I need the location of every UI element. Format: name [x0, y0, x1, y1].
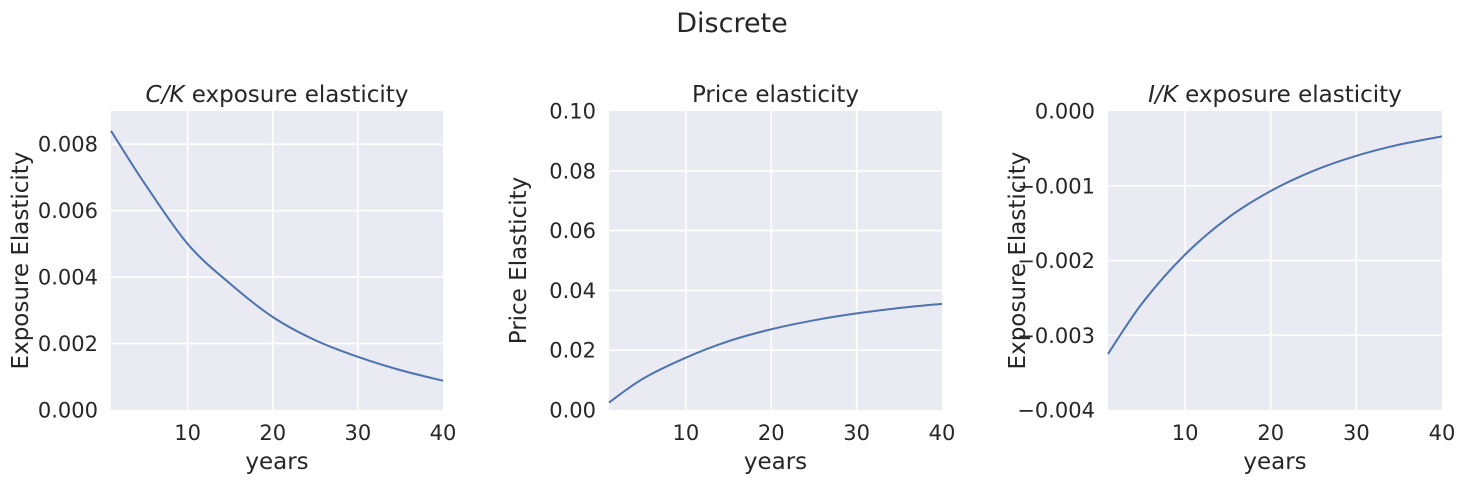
x-tick-label: 10 — [672, 421, 699, 445]
x-tick-label: 10 — [174, 421, 201, 445]
y-tick-label: 0.00 — [549, 399, 596, 423]
y-tick-label: 0.02 — [549, 339, 596, 363]
plot-area — [111, 111, 443, 410]
y-tick-label: 0.006 — [38, 199, 98, 223]
chart-panel-price-elasticity: 10 20 30 40 0.00 0.02 0.04 0.06 0.08 0.10 years Pri… — [506, 82, 955, 475]
y-axis-label: Exposure Elasticity — [8, 152, 34, 370]
y-axis-label: Price Elasticity — [506, 177, 532, 345]
y-tick-label: 0.000 — [1035, 100, 1095, 124]
chart-title: C/K exposure elasticity — [146, 82, 409, 108]
x-tick-label: 30 — [843, 421, 870, 445]
y-tick-label: 0.10 — [549, 100, 596, 124]
series-line — [1107, 135, 1443, 355]
chart-title-text: Price elasticity — [692, 82, 859, 108]
x-tick-label: 30 — [1343, 421, 1370, 445]
y-axis-label: Exposure Elasticity — [1005, 152, 1031, 370]
y-tick-label: −0.001 — [1017, 174, 1095, 198]
series-line — [110, 130, 444, 382]
figure-title: Discrete — [676, 8, 788, 39]
chart-panel-ik-exposure: 10 20 30 40 −0.004 −0.003 −0.002 −0.001 0.000 yea… — [1005, 82, 1455, 475]
series-line — [608, 302, 943, 404]
x-axis-label: years — [744, 449, 807, 475]
x-tick-label: 20 — [1257, 421, 1284, 445]
y-tick-label: 0.04 — [549, 279, 596, 303]
plot-area — [609, 111, 942, 410]
chart-title-text: exposure elasticity — [1178, 82, 1402, 108]
x-axis-label: years — [245, 449, 308, 475]
y-tick-label: 0.008 — [38, 133, 98, 157]
y-tick-label: 0.004 — [38, 266, 98, 290]
y-tick-label: −0.003 — [1017, 324, 1095, 348]
chart-title: Price elasticity — [692, 82, 859, 108]
chart-title: I/K exposure elasticity — [1148, 82, 1402, 108]
y-tick-label: 0.000 — [38, 399, 98, 423]
y-tick-label: −0.004 — [1017, 399, 1095, 423]
x-tick-label: 40 — [430, 421, 457, 445]
y-tick-label: −0.002 — [1017, 249, 1095, 273]
x-tick-label: 20 — [259, 421, 286, 445]
chart-title-symbol: I/K — [1148, 82, 1180, 108]
x-tick-label: 40 — [929, 421, 956, 445]
x-tick-label: 30 — [345, 421, 372, 445]
chart-panel-ck-exposure: 10 20 30 40 0.000 0.002 0.004 0.006 0.008 years Ex… — [8, 82, 456, 475]
y-tick-label: 0.08 — [549, 159, 596, 183]
x-tick-label: 20 — [758, 421, 785, 445]
x-axis-label: years — [1243, 449, 1306, 475]
chart-title-text: exposure elasticity — [184, 82, 408, 108]
y-tick-label: 0.002 — [38, 332, 98, 356]
x-tick-label: 10 — [1172, 421, 1199, 445]
y-tick-label: 0.06 — [549, 219, 596, 243]
x-tick-label: 40 — [1429, 421, 1456, 445]
chart-title-symbol: C/K — [146, 82, 187, 108]
